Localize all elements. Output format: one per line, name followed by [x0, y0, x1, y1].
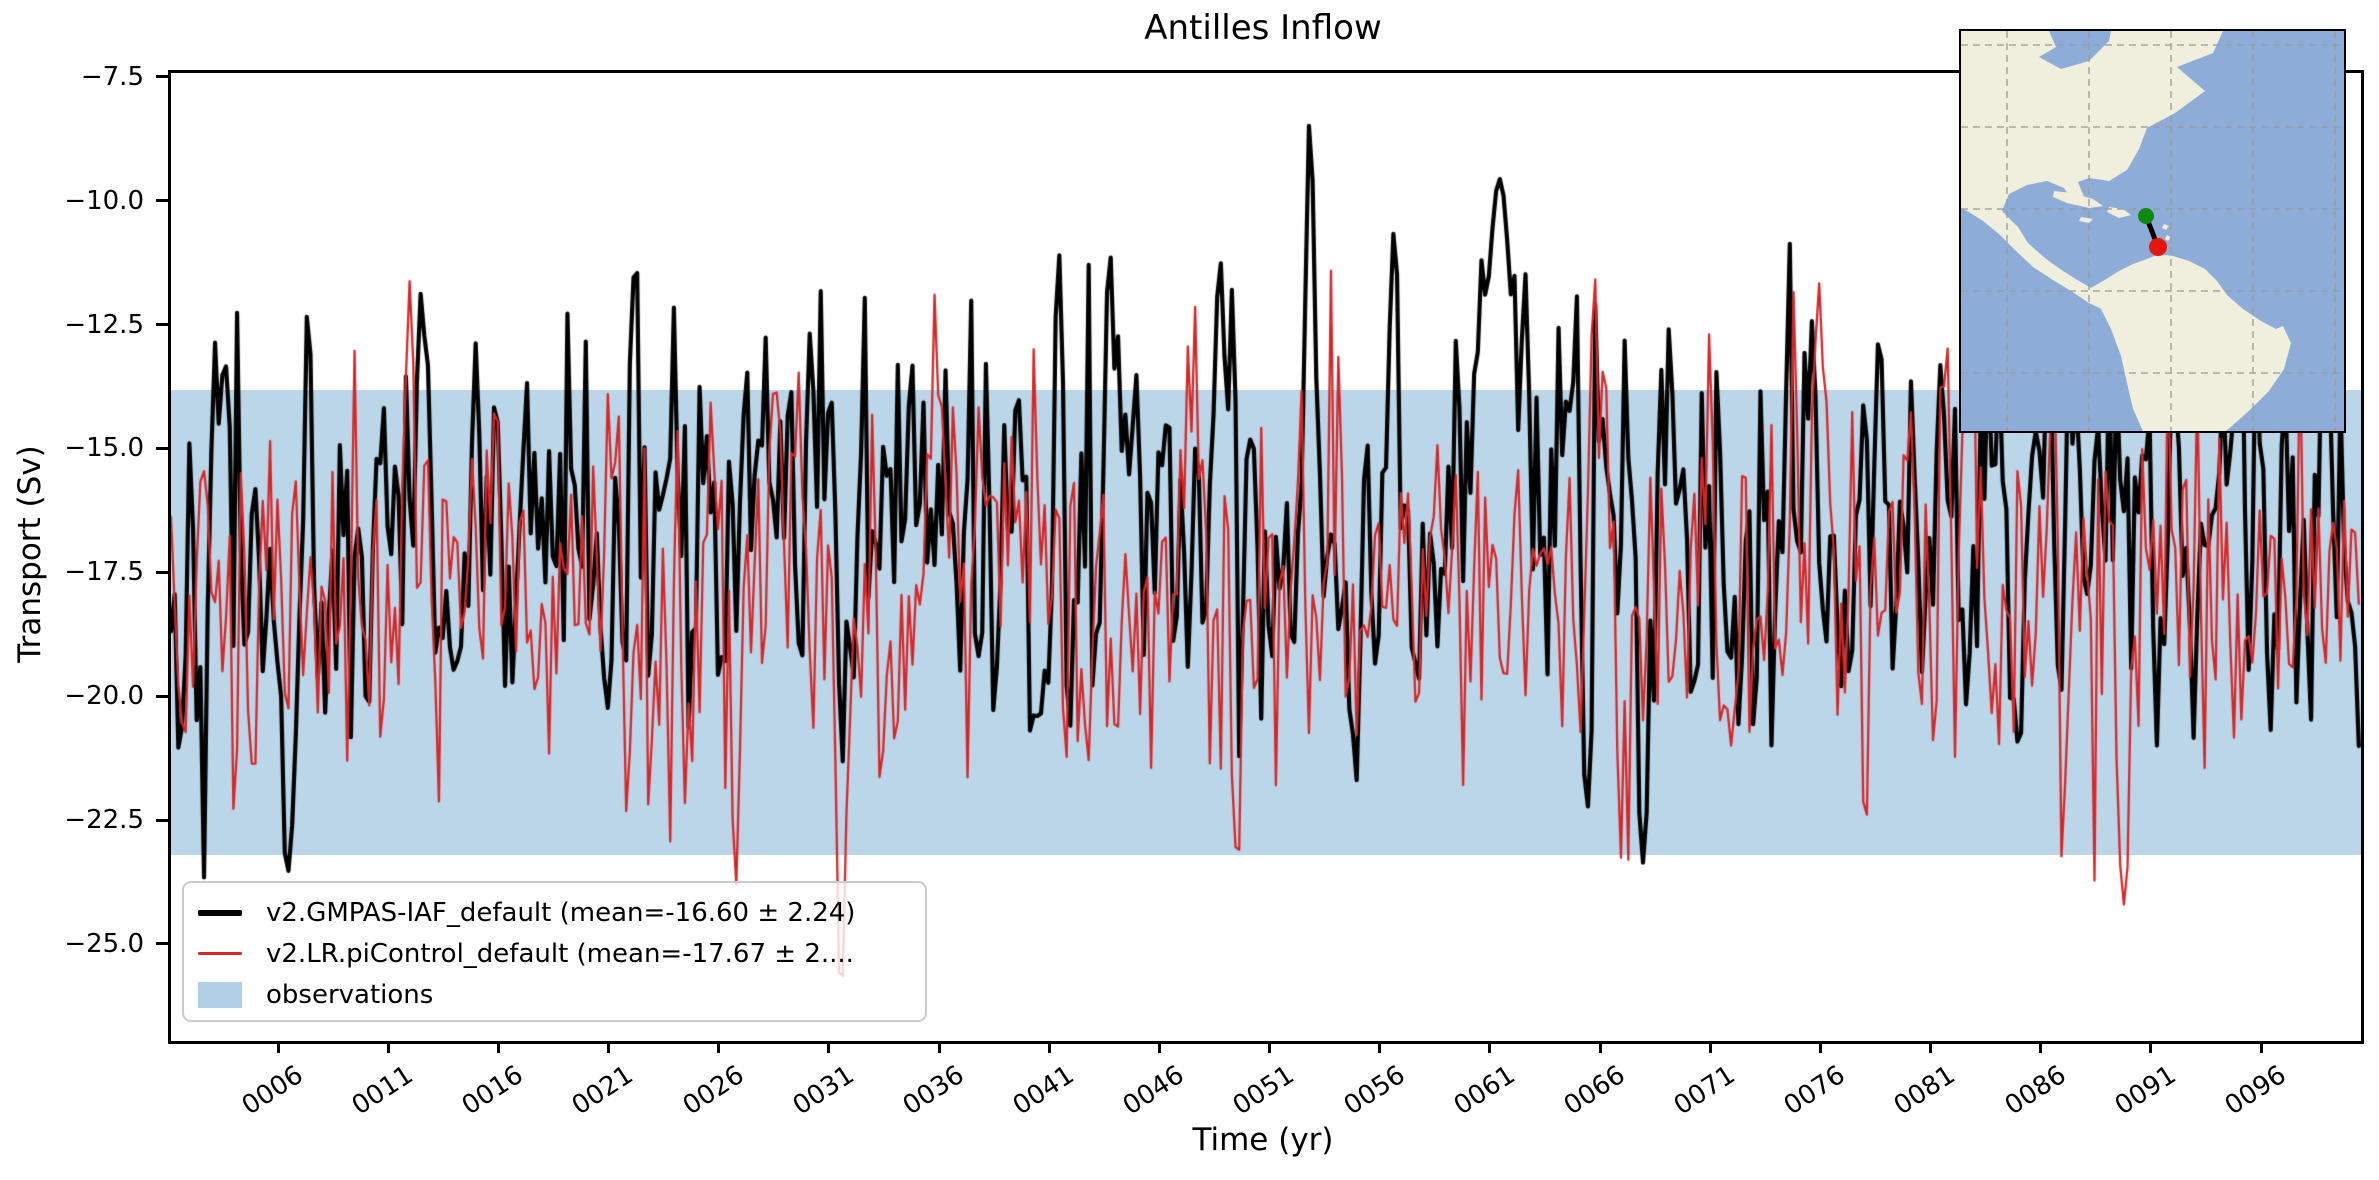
x-tick-mark: [496, 1041, 500, 1053]
y-tick-mark: [156, 323, 168, 327]
x-tick-label: 0006: [236, 1060, 309, 1122]
chart-title: Antilles Inflow: [1144, 8, 1382, 48]
north-america-landmass: [1961, 31, 2223, 311]
legend-swatch: [198, 909, 242, 916]
x-tick-label: 0061: [1448, 1060, 1521, 1122]
x-tick-label: 0031: [787, 1060, 860, 1122]
y-tick-label: −10.0: [64, 185, 144, 216]
x-tick-label: 0036: [897, 1060, 970, 1122]
x-tick-label: 0096: [2219, 1060, 2292, 1122]
x-tick-mark: [1047, 1041, 1051, 1053]
x-tick-mark: [386, 1041, 390, 1053]
x-tick-mark: [1708, 1041, 1712, 1053]
x-tick-mark: [2039, 1041, 2043, 1053]
cuba-island: [2053, 191, 2103, 208]
y-tick-label: −7.5: [80, 61, 144, 92]
x-tick-label: 0091: [2109, 1060, 2182, 1122]
transect-start-marker: [2138, 208, 2154, 224]
map-land: [1961, 31, 2291, 431]
y-tick-label: −25.0: [64, 928, 144, 959]
y-tick-label: −20.0: [64, 681, 144, 712]
legend-label: observations: [266, 979, 434, 1010]
x-axis-label: Time (yr): [1192, 1122, 1334, 1158]
map-gridlines: [1961, 31, 2344, 431]
y-tick-mark: [156, 570, 168, 574]
y-tick-mark: [156, 818, 168, 822]
x-tick-mark: [1929, 1041, 1933, 1053]
x-tick-label: 0011: [346, 1060, 419, 1122]
y-tick-label: −17.5: [64, 557, 144, 588]
map-svg: [1961, 31, 2344, 431]
hispaniola-island: [2107, 207, 2131, 218]
y-tick-label: −15.0: [64, 433, 144, 464]
y-tick-label: −22.5: [64, 805, 144, 836]
x-tick-label: 0051: [1228, 1060, 1300, 1122]
y-tick-mark: [156, 942, 168, 946]
legend-item: observations: [198, 974, 925, 1015]
y-axis-label-wrap: Transport (Sv): [0, 0, 60, 1180]
x-tick-mark: [1378, 1041, 1382, 1053]
x-tick-label: 0021: [567, 1060, 639, 1122]
legend-item: v2.GMPAS-IAF_default (mean=-16.60 ± 2.24…: [198, 892, 925, 933]
x-tick-mark: [937, 1041, 941, 1053]
x-tick-label: 0016: [456, 1060, 529, 1122]
x-tick-label: 0081: [1889, 1060, 1961, 1122]
y-tick-mark: [156, 694, 168, 698]
legend-label: v2.LR.piControl_default (mean=-17.67 ± 2…: [266, 938, 854, 969]
x-tick-mark: [1598, 1041, 1602, 1053]
x-tick-label: 0066: [1558, 1060, 1631, 1122]
inset-locator-map: [1959, 29, 2346, 433]
legend-swatch: [198, 981, 242, 1008]
x-tick-mark: [1157, 1041, 1161, 1053]
legend-line-swatch: [198, 952, 256, 955]
x-tick-mark: [1488, 1041, 1492, 1053]
jamaica-island: [2079, 217, 2093, 223]
x-tick-mark: [1268, 1041, 1272, 1053]
legend-item: v2.LR.piControl_default (mean=-17.67 ± 2…: [198, 933, 925, 974]
legend-swatch: [198, 952, 242, 955]
x-tick-mark: [827, 1041, 831, 1053]
x-tick-mark: [1818, 1041, 1822, 1053]
south-america-landmass: [2089, 254, 2291, 431]
legend-patch-swatch: [198, 981, 256, 1008]
legend: v2.GMPAS-IAF_default (mean=-16.60 ± 2.24…: [182, 881, 927, 1022]
y-tick-label: −12.5: [64, 309, 144, 340]
x-tick-label: 0076: [1778, 1060, 1851, 1122]
x-tick-mark: [276, 1041, 280, 1053]
lesser-antilles-islands: [2162, 224, 2171, 251]
y-tick-mark: [156, 75, 168, 79]
x-tick-mark: [607, 1041, 611, 1053]
legend-line-swatch: [198, 909, 256, 916]
transect-end-marker: [2149, 238, 2167, 256]
x-tick-mark: [717, 1041, 721, 1053]
x-tick-label: 0086: [1999, 1060, 2072, 1122]
x-tick-mark: [2259, 1041, 2263, 1053]
x-tick-mark: [2149, 1041, 2153, 1053]
x-tick-label: 0071: [1668, 1060, 1741, 1122]
y-axis-label: Transport (Sv): [12, 445, 48, 663]
y-tick-mark: [156, 199, 168, 203]
y-tick-mark: [156, 446, 168, 450]
legend-label: v2.GMPAS-IAF_default (mean=-16.60 ± 2.24…: [266, 897, 856, 928]
x-tick-label: 0046: [1117, 1060, 1190, 1122]
x-tick-label: 0026: [677, 1060, 750, 1122]
x-tick-label: 0056: [1338, 1060, 1411, 1122]
x-tick-label: 0041: [1007, 1060, 1080, 1122]
